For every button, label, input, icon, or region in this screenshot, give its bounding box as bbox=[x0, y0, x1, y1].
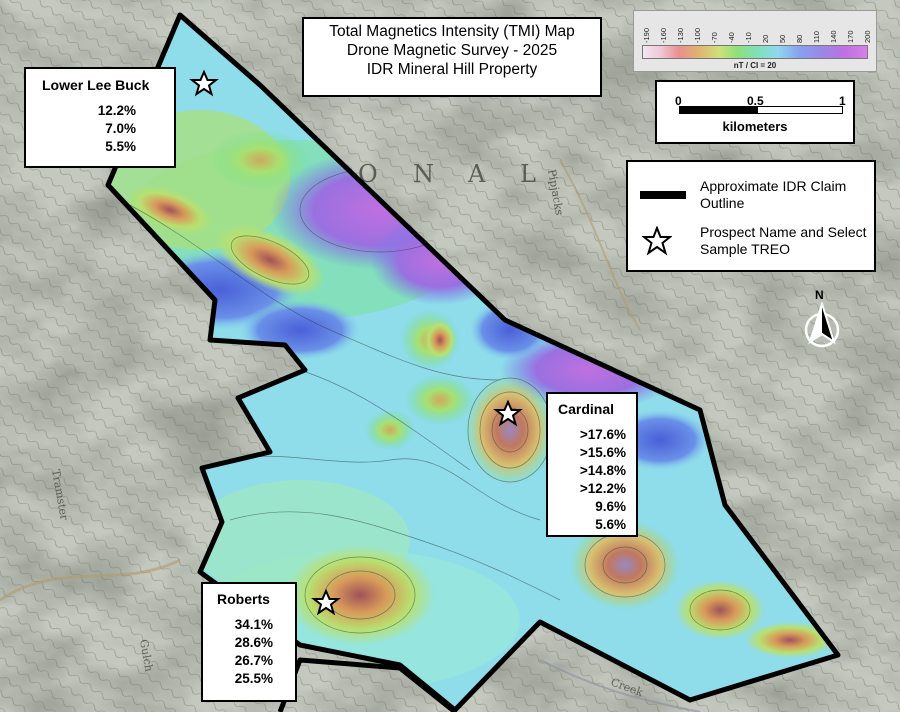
color-scale-tick: 110 bbox=[812, 31, 821, 43]
prospect-value: 7.0% bbox=[105, 121, 136, 136]
topo-label-a: A bbox=[467, 160, 486, 188]
prospect-value: 28.6% bbox=[234, 635, 273, 650]
color-scale-tick: 20 bbox=[761, 34, 770, 43]
topo-label-l: L bbox=[520, 160, 536, 188]
claim-outline-swatch bbox=[640, 191, 686, 199]
color-scale-tick: -190 bbox=[642, 27, 651, 43]
color-scale-gradient bbox=[642, 45, 868, 59]
topo-label-gulch: Gulch bbox=[137, 638, 155, 672]
scale-tick: 0.5 bbox=[747, 94, 764, 108]
claim-outline bbox=[105, 12, 841, 712]
color-scale-tick: -160 bbox=[659, 27, 668, 43]
legend-claim-label: Approximate IDR Claim Outline bbox=[700, 178, 847, 211]
star-icon bbox=[642, 226, 672, 256]
prospect-value: 9.6% bbox=[595, 499, 626, 514]
prospect-name: Cardinal bbox=[558, 401, 615, 417]
color-scale-tick: -130 bbox=[676, 27, 685, 43]
topo-label-n: N bbox=[413, 160, 434, 188]
prospect-star-roberts bbox=[311, 588, 341, 616]
color-scale: -190 -160 -130 -100 -70 -40 -10 20 50 80… bbox=[633, 10, 877, 72]
prospect-value: >12.2% bbox=[579, 481, 626, 496]
scale-bar-segment-white bbox=[757, 106, 843, 114]
scale-tick: 1 bbox=[839, 94, 846, 108]
color-scale-tick: -10 bbox=[744, 32, 753, 43]
scale-bar: 0 0.5 1 kilometers bbox=[655, 80, 855, 144]
scale-unit: kilometers bbox=[722, 119, 788, 134]
prospect-value: >17.6% bbox=[579, 427, 626, 442]
prospect-value: 12.2% bbox=[97, 103, 136, 118]
north-arrow-icon: N bbox=[800, 288, 844, 354]
north-arrow-graphic bbox=[804, 302, 840, 348]
prospect-star-cardinal bbox=[493, 399, 523, 427]
color-scale-tick: -70 bbox=[710, 32, 719, 43]
prospect-value: 5.5% bbox=[105, 139, 136, 154]
prospect-name: Roberts bbox=[217, 591, 270, 607]
color-scale-tick: -100 bbox=[693, 27, 702, 43]
prospect-value: >14.8% bbox=[579, 463, 626, 478]
color-scale-tick: 200 bbox=[863, 30, 872, 43]
prospect-box-lower-lee-buck: Lower Lee Buck 12.2% 7.0% 5.5% bbox=[24, 67, 176, 168]
map-title-line2: Drone Magnetic Survey - 2025 bbox=[346, 42, 558, 59]
prospect-box-cardinal: Cardinal >17.6% >15.6% >14.8% >12.2% 9.6… bbox=[546, 392, 638, 537]
map-legend: Approximate IDR Claim Outline Prospect N… bbox=[626, 160, 876, 272]
color-scale-tick: 140 bbox=[829, 30, 838, 43]
prospect-value: 5.6% bbox=[595, 517, 626, 532]
color-scale-tick: -40 bbox=[727, 32, 736, 43]
prospect-star-lower-lee-buck bbox=[189, 69, 219, 97]
prospect-value: 25.5% bbox=[234, 671, 273, 686]
map-title-line3: IDR Mineral Hill Property bbox=[366, 61, 538, 78]
prospect-value: 34.1% bbox=[234, 617, 273, 632]
color-scale-label: nT / CI = 20 bbox=[733, 61, 777, 70]
north-label: N bbox=[815, 288, 824, 302]
scale-tick: 0 bbox=[675, 94, 682, 108]
prospect-name: Lower Lee Buck bbox=[42, 77, 150, 93]
prospect-box-roberts: Roberts 34.1% 28.6% 26.7% 25.5% bbox=[201, 582, 297, 702]
color-scale-tick: 80 bbox=[795, 34, 804, 43]
color-scale-tick: 50 bbox=[778, 34, 787, 43]
map-title-box: Total Magnetics Intensity (TMI) Map Dron… bbox=[302, 17, 602, 97]
prospect-value: >15.6% bbox=[579, 445, 626, 460]
prospect-value: 26.7% bbox=[234, 653, 273, 668]
color-scale-tick: 170 bbox=[846, 30, 855, 43]
legend-prospect-label: Prospect Name and Select Sample TREO bbox=[700, 224, 867, 257]
map-title-line1: Total Magnetics Intensity (TMI) Map bbox=[329, 23, 575, 40]
scale-bar-segment-black bbox=[679, 106, 759, 114]
